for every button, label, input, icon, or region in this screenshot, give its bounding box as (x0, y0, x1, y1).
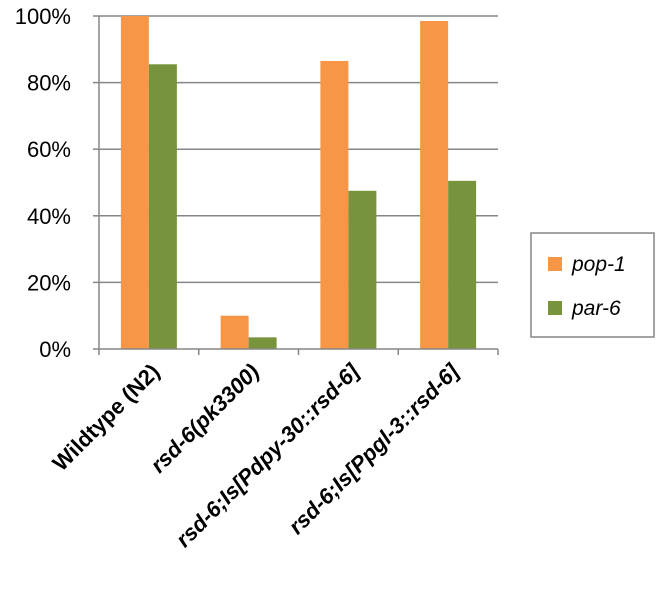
y-tick-label: 40% (27, 204, 71, 229)
y-axis-tick-labels: 0% 20% 40% 60% 80% 100% (15, 4, 71, 362)
y-tick-label: 100% (15, 4, 71, 29)
x-category-label-2: rsd-6;Is[Pdpy-30::rsd-6] (171, 358, 365, 552)
bar-par-6-0 (148, 64, 177, 349)
y-tick-label: 20% (27, 270, 71, 295)
x-axis-category-labels: Wildtype (N2)rsd-6(pk3300)rsd-6;Is[Pdpy-… (47, 358, 464, 552)
bar-par-6-2 (348, 190, 377, 349)
bar-pop-1-3 (420, 20, 449, 350)
legend-label-par-6: par-6 (571, 297, 621, 320)
bar-pop-1-0 (120, 16, 149, 349)
legend-label-pop-1: pop-1 (571, 253, 626, 276)
y-tick-label: 0% (39, 337, 71, 362)
legend-swatch-pop-1 (548, 257, 562, 271)
legend: pop-1 par-6 (530, 232, 655, 338)
legend-swatch-par-6 (548, 301, 562, 315)
legend-box (530, 232, 655, 338)
bar-pop-1-1 (220, 315, 249, 349)
y-tick-label: 60% (27, 137, 71, 162)
x-category-label-3: rsd-6;Is[Ppgl-3::rsd-6] (283, 358, 464, 539)
axes (93, 15, 499, 355)
bar-par-6-3 (448, 180, 477, 349)
bars (120, 16, 477, 350)
bar-pop-1-2 (320, 60, 349, 350)
bar-par-6-1 (248, 337, 277, 349)
y-tick-label: 80% (27, 71, 71, 96)
